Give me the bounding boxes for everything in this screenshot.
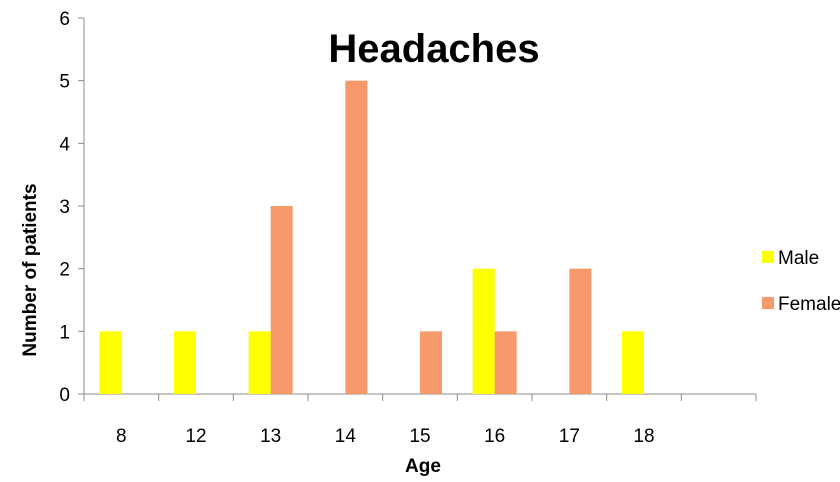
legend-swatch-female [762, 297, 774, 309]
x-tick-label: 14 [335, 426, 357, 447]
bar-male-8 [99, 331, 122, 394]
bar-female-16 [494, 331, 517, 394]
bar-female-17 [569, 268, 592, 394]
chart-legend: Male Female [762, 248, 840, 315]
y-tick-label: 3 [59, 197, 70, 218]
bar-female-14 [345, 80, 368, 395]
x-tick-label: 18 [633, 426, 654, 447]
legend-label-male: Male [778, 248, 819, 269]
x-tick-label: 16 [484, 426, 505, 447]
y-axis-title: Number of patients [20, 183, 41, 356]
y-tick-label: 2 [59, 260, 70, 281]
y-tick-label: 4 [59, 134, 70, 155]
x-tick-label: 17 [559, 426, 580, 447]
y-tick-label: 5 [59, 72, 70, 93]
bar-male-13 [248, 331, 271, 394]
x-tick-label: 13 [260, 426, 281, 447]
chart-bars [99, 80, 644, 395]
chart-title: Headaches [328, 27, 539, 71]
legend-label-female: Female [778, 294, 840, 315]
y-tick-label: 1 [59, 322, 70, 343]
x-axis-title: Age [405, 456, 441, 477]
bar-female-15 [420, 331, 442, 394]
legend-swatch-male [762, 251, 774, 263]
y-tick-label: 6 [59, 9, 70, 30]
bar-male-18 [622, 331, 644, 394]
bar-male-16 [472, 268, 495, 394]
bar-female-13 [270, 206, 293, 394]
bar-male-12 [174, 331, 196, 394]
x-tick-label: 15 [409, 426, 430, 447]
x-tick-label: 12 [185, 426, 206, 447]
x-tick-label: 8 [116, 426, 127, 447]
y-tick-label: 0 [59, 385, 70, 406]
